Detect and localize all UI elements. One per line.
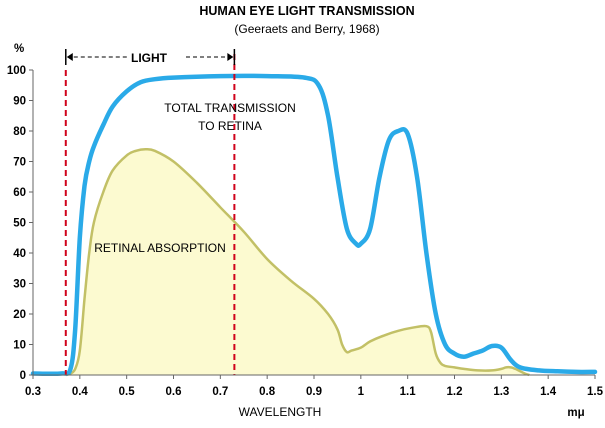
axes-layer: 0 10 20 30 40 50 60 70 80 90 100 0.3 0.4 0.5 0.6 0.7 0.8… [7, 65, 604, 398]
y-tick-label: 20 [13, 309, 26, 321]
y-tick-label: 70 [13, 157, 26, 169]
x-tick-label: 0.7 [212, 386, 228, 398]
x-axis-unit-label: mμ [567, 407, 584, 419]
x-tick-label: 1.2 [447, 386, 463, 398]
x-tick-label: 1.1 [400, 386, 417, 398]
retinal-absorption-line [65, 147, 530, 377]
annotation-retinal-absorption: RETINAL ABSORPTION [94, 241, 226, 255]
annotation-total-transmission-line-2: TO RETINA [198, 119, 262, 133]
x-tick-label: 1.4 [540, 386, 557, 398]
x-tick-label: 1.3 [493, 386, 509, 398]
y-tick-label: 80 [13, 126, 26, 138]
x-axis-title: WAVELENGTH [239, 405, 322, 419]
y-tick-label: 0 [20, 370, 26, 382]
x-tick-label: 1 [358, 386, 365, 398]
x-tick-label: 0.9 [306, 386, 322, 398]
y-tick-label: 50 [13, 218, 26, 230]
y-tick-label: 60 [13, 187, 26, 199]
y-tick-label: 10 [13, 340, 26, 352]
y-tick-label: 90 [13, 96, 26, 108]
total-transmission-layer [30, 73, 598, 377]
light-band-layer [64, 49, 236, 375]
retinal-absorption-layer [65, 147, 530, 377]
x-tick-label: 0.8 [259, 386, 276, 398]
x-tick-label: 0.5 [119, 386, 136, 398]
light-left-arrowhead [66, 53, 73, 61]
y-tick-label: 30 [13, 279, 26, 291]
chart-subtitle: (Geeraets and Berry, 1968) [234, 22, 379, 36]
y-axis-unit-label: % [14, 43, 24, 55]
annotation-total-transmission-line-1: TOTAL TRANSMISSION [164, 101, 296, 115]
light-right-arrowhead [227, 53, 234, 61]
x-tick-label: 0.4 [72, 386, 89, 398]
retinal-absorption-area [65, 149, 530, 375]
x-tick-label: 0.3 [25, 386, 41, 398]
chart-title: HUMAN EYE LIGHT TRANSMISSION [199, 4, 414, 18]
x-tick-label: 1.5 [587, 386, 604, 398]
light-band-label: LIGHT [131, 51, 168, 65]
y-tick-label: 40 [13, 248, 26, 260]
y-tick-label: 100 [7, 65, 26, 77]
x-tick-label: 0.6 [166, 386, 182, 398]
total-transmission-line [30, 73, 598, 377]
